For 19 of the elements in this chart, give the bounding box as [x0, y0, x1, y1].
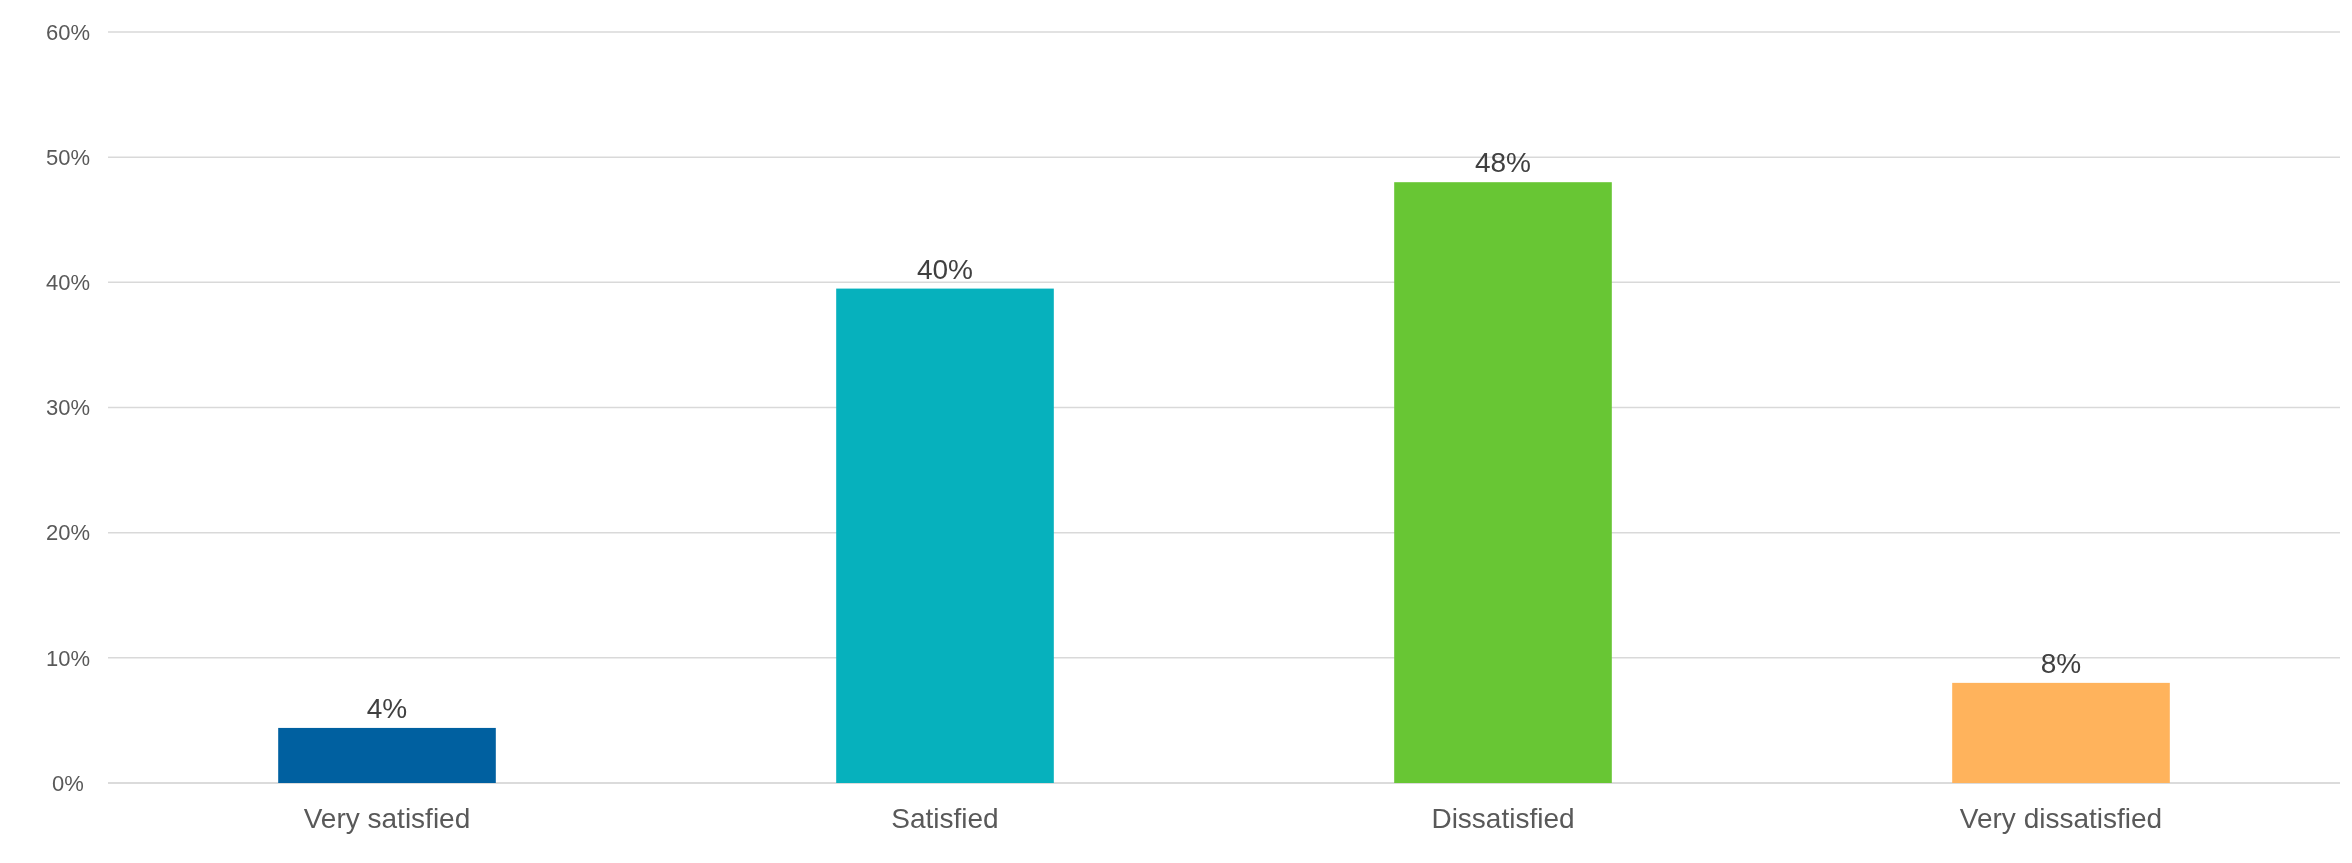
data-label: 48% [1474, 147, 1532, 179]
data-label: 8% [2040, 647, 2082, 679]
y-tick-label: 20% [45, 520, 91, 546]
y-tick-label: 50% [45, 144, 91, 170]
y-tick-label: 0% [52, 770, 84, 796]
x-tick-label: Satisfied [891, 803, 999, 834]
data-label: 40% [916, 253, 974, 285]
y-tick-label: 40% [45, 270, 91, 296]
x-tick-label: Dissatisfied [1431, 803, 1575, 834]
bar [1952, 682, 2170, 783]
bar [278, 727, 496, 783]
y-tick-label: 60% [45, 19, 91, 45]
y-tick-label: 30% [45, 395, 91, 421]
x-tick-label: Very satisfied [303, 803, 471, 834]
x-tick-label: Very dissatisfied [1959, 803, 2163, 834]
y-tick-label: 10% [45, 645, 91, 671]
bar [836, 288, 1054, 783]
bar [1394, 182, 1612, 783]
data-label: 4% [366, 692, 408, 724]
